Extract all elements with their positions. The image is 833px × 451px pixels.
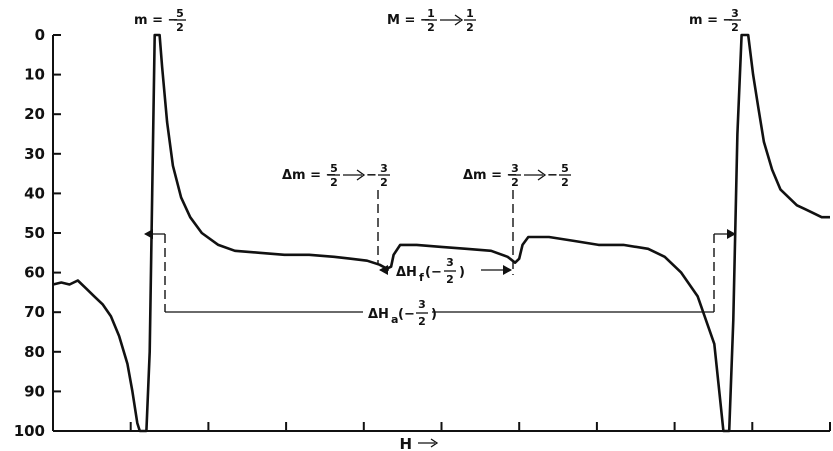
svg-text:3: 3 (380, 162, 388, 175)
y-tick-label: 100 (14, 422, 45, 440)
svg-text:1: 1 (427, 7, 435, 20)
svg-text:3: 3 (731, 7, 739, 20)
svg-text:2: 2 (511, 176, 519, 189)
svg-text:M = −: M = − (387, 13, 431, 28)
svg-text:2: 2 (418, 315, 426, 328)
annotation-delta-Ha: ΔH a (− 3 2 ) (144, 229, 736, 328)
svg-text:5: 5 (176, 7, 184, 20)
svg-text:1: 1 (466, 7, 474, 20)
svg-text:5: 5 (561, 162, 569, 175)
svg-text:ΔH: ΔH (396, 265, 417, 280)
svg-text:Δm = −: Δm = − (463, 168, 517, 183)
annotation-M-transition: M = − 1 2 1 2 (387, 7, 476, 34)
svg-text:2: 2 (731, 21, 739, 34)
svg-text:2: 2 (380, 176, 388, 189)
svg-text:): ) (431, 307, 437, 322)
svg-text:(−: (− (425, 265, 442, 280)
y-tick-label: 10 (24, 66, 45, 84)
annotation-delta-m-1: Δm = − 5 2 − 3 2 (282, 162, 390, 189)
annotation-m-right: m = − 3 2 (689, 7, 741, 34)
svg-text:2: 2 (446, 273, 454, 286)
svg-text:2: 2 (427, 21, 435, 34)
svg-text:f: f (419, 271, 424, 284)
y-tick-label: 70 (24, 303, 45, 321)
y-tick-label: 60 (24, 264, 45, 282)
y-tick-label: 40 (24, 184, 45, 202)
y-tick-label: 30 (24, 145, 45, 163)
y-tick-label: 90 (24, 382, 45, 400)
svg-text:2: 2 (330, 176, 338, 189)
svg-text:ΔH: ΔH (368, 307, 389, 322)
svg-text:Δm = −: Δm = − (282, 168, 336, 183)
series-line (52, 33, 830, 433)
y-tick-label: 20 (24, 105, 45, 123)
svg-text:3: 3 (446, 256, 454, 269)
svg-text:a: a (391, 313, 398, 326)
y-axis: 0 10 20 30 40 50 60 70 80 90 100 (14, 26, 61, 440)
svg-text:−: − (547, 168, 558, 183)
x-axis: H (53, 422, 831, 451)
annotation-delta-m-2: Δm = − 3 2 − 5 2 (463, 162, 571, 189)
svg-text:): ) (459, 265, 465, 280)
svg-text:2: 2 (561, 176, 569, 189)
svg-text:2: 2 (466, 21, 474, 34)
svg-text:3: 3 (418, 298, 426, 311)
annotation-delta-Hf: ΔH f (− 3 2 ) (379, 256, 512, 286)
y-tick-label: 0 (35, 26, 45, 44)
y-tick-label: 50 (24, 224, 45, 242)
svg-text:2: 2 (176, 21, 184, 34)
annotation-m-left: m = − 5 2 (134, 7, 186, 34)
svg-text:3: 3 (511, 162, 519, 175)
svg-text:m = −: m = − (689, 13, 733, 28)
svg-text:−: − (366, 168, 377, 183)
x-axis-arrow (418, 438, 439, 448)
x-axis-label: H (399, 435, 412, 451)
y-tick-label: 80 (24, 343, 45, 361)
svg-text:5: 5 (330, 162, 338, 175)
svg-text:m = −: m = − (134, 13, 178, 28)
svg-text:(−: (− (398, 307, 415, 322)
